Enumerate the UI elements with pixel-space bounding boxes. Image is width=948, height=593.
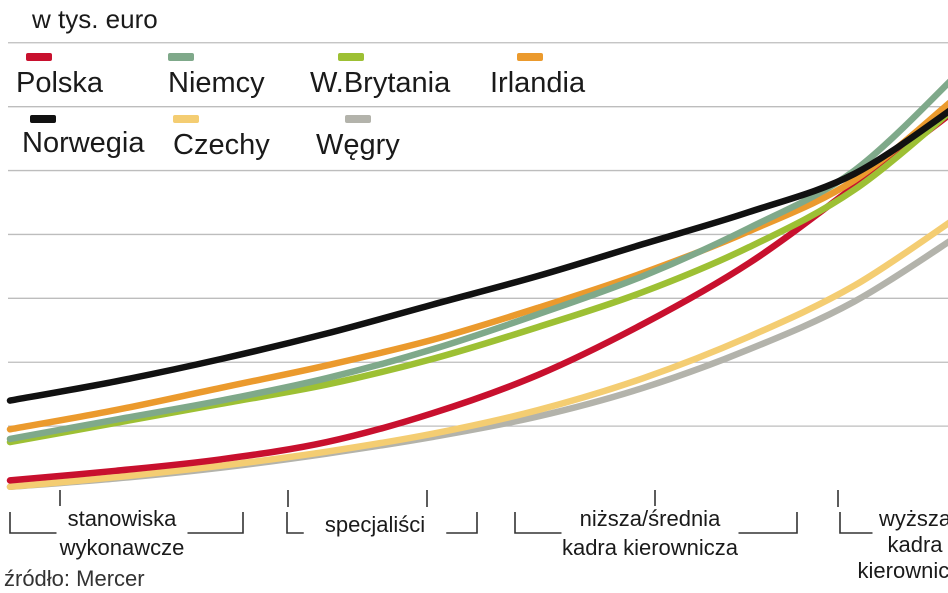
series-line-czechy [6,219,948,491]
legend-swatch-irlandia [517,53,543,61]
legend-label-w-brytania: W.Brytania [310,67,451,99]
legend-swatch-norwegia [30,115,56,123]
series-lines [6,78,948,491]
legend-swatch-polska [26,53,52,61]
category-label: wyższa [878,506,948,531]
gridlines [8,42,948,427]
legend-label-norwegia: Norwegia [22,127,145,159]
series-line-norwegia [6,107,948,404]
legend-label-czechy: Czechy [173,129,270,161]
legend-label-polska: Polska [16,67,104,99]
legend-swatch-w-brytania [338,53,364,61]
legend-swatch-czechy [173,115,199,123]
category-label: kadra [887,532,943,557]
legend-swatch-niemcy [168,53,194,61]
x-axis-category-brackets: stanowiska wykonawcze specjaliści niższa/śr… [9,490,948,583]
source-note: źródło: Mercer [4,566,145,591]
series-line-w-brytania [6,109,948,446]
series-line-niemcy [6,78,948,443]
series-line-irlandia [6,99,948,433]
category-label: stanowiska [68,506,178,531]
category-label-background [872,506,948,534]
category-label-background [56,506,188,534]
legend-label-niemcy: Niemcy [168,67,265,99]
category-label-background [303,512,447,540]
category-label-background [561,506,739,534]
legend: Polska Niemcy W.Brytania Irlandia Norwegia Cz… [16,53,586,161]
category-label: kadra kierownicza [562,535,739,560]
category-label: specjaliści [325,512,425,537]
category-label: wykonawcze [59,535,185,560]
category-label: niższa/średnia [580,506,721,531]
unit-label: w tys. euro [31,4,158,34]
legend-label-wegry: Węgry [316,129,400,161]
series-line-wegry [6,238,948,491]
legend-label-irlandia: Irlandia [490,67,586,99]
category-label: kierownicza [858,558,948,583]
legend-swatch-wegry [345,115,371,123]
